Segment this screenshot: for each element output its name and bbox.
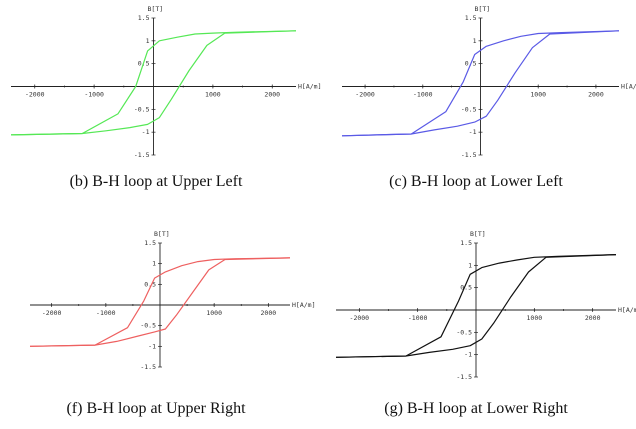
bh-loop-chart-b: B[T]H[A/m]-2000 -1000 1000 20001.510.5-0.5-… — [10, 5, 321, 159]
y-tick-label: -1 — [464, 351, 472, 359]
caption-g: (g) B-H loop at Lower Right — [384, 400, 568, 417]
chart-panel-g: B[T] H[A/m] -2000 -1000 1000 2000 1.5 1 0.5 -0.5 -… — [326, 215, 636, 425]
y-tick-label: 1 — [468, 261, 472, 269]
x-tick-label: 1000 — [206, 309, 222, 317]
x-tick-label: -1000 — [96, 309, 116, 317]
x-tick-label: -1000 — [408, 314, 428, 322]
y-tick-label: -1.5 — [456, 373, 472, 381]
chart-panel-f: B[T] H[A/m] -2000 -1000 1000 2000 1.5 1 0.5 -0.5 -… — [6, 215, 315, 425]
x-tick-label: -2000 — [42, 309, 62, 317]
y-tick-label: 1 — [146, 37, 150, 45]
bh-loop-chart-f: B[T] H[A/m] -2000 -1000 1000 2000 1.5 1 0.5 -0.5 -… — [29, 230, 315, 371]
y-tick-label: -0.5 — [456, 328, 472, 336]
x-tick-label: -2000 — [350, 314, 370, 322]
y-tick-label: 1.5 — [460, 239, 472, 247]
x-tick-label: -1000 — [413, 91, 433, 99]
descending-branch — [341, 30, 620, 137]
ascending-branch — [335, 254, 617, 358]
y-tick-label: -1 — [148, 342, 156, 350]
x-tick-label: 1000 — [527, 314, 543, 322]
x-axis-label: H[A/m] — [618, 306, 636, 314]
y-tick-label: -1 — [469, 128, 477, 136]
x-tick-label: -2000 — [355, 91, 375, 99]
caption-c: (c) B-H loop at Lower Left — [389, 173, 563, 190]
x-tick-label: -1000 — [84, 91, 104, 99]
x-tick-label: 2000 — [261, 309, 277, 317]
x-tick-label: 2000 — [585, 314, 601, 322]
y-tick-label: 0.5 — [460, 284, 472, 292]
y-tick-label: -1.5 — [134, 151, 150, 159]
ascending-branch — [29, 257, 291, 347]
x-axis-label: H[A/m] — [298, 83, 321, 91]
x-tick-label: -2000 — [25, 91, 45, 99]
y-tick-label: 1.5 — [144, 239, 156, 247]
descending-branch — [335, 254, 617, 358]
y-tick-label: 1 — [152, 260, 156, 268]
y-axis-label: B[T] — [470, 230, 486, 238]
x-tick-label: 1000 — [205, 91, 221, 99]
ascending-branch — [10, 30, 297, 136]
x-axis-label: H[A/m] — [621, 83, 636, 91]
y-tick-label: 1 — [473, 37, 477, 45]
ascending-branch — [341, 30, 620, 137]
y-axis-label: B[T] — [475, 5, 491, 13]
x-axis-label: H[A/m] — [292, 301, 315, 309]
bh-loop-chart-g: B[T] H[A/m] -2000 -1000 1000 2000 1.5 1 0.5 -0.5 -… — [335, 230, 636, 381]
y-axis-label: B[T] — [154, 230, 170, 238]
y-tick-label: -1.5 — [140, 363, 156, 371]
y-tick-label: 0.5 — [144, 280, 156, 288]
y-tick-label: 1.5 — [465, 14, 477, 22]
y-tick-label: -1 — [142, 128, 150, 136]
chart-panel-b: B[T] H[A/m] -2000 -1000 1000 2000 1.5 1 0.5 -0.5-… — [6, 2, 321, 197]
y-tick-label: 1.5 — [138, 14, 150, 22]
y-axis-label: B[T] — [148, 5, 164, 13]
descending-branch — [29, 257, 291, 347]
descending-branch — [10, 30, 297, 136]
x-tick-label: 1000 — [530, 91, 546, 99]
bh-loop-chart-c: B[T]H[A/m]-2000-1000100020001.510.5-0.5-… — [341, 5, 636, 159]
y-tick-label: -0.5 — [140, 322, 156, 330]
x-tick-label: 2000 — [264, 91, 280, 99]
chart-panel-c: B[T]H[A/m]-2000-1000100020001.510.5-0.5-… — [326, 2, 636, 197]
y-tick-label: -0.5 — [461, 105, 477, 113]
caption-b: (b) B-H loop at Upper Left — [69, 173, 243, 190]
caption-f: (f) B-H loop at Upper Right — [66, 400, 246, 417]
x-tick-label: 2000 — [588, 91, 604, 99]
y-tick-label: -0.5 — [134, 105, 150, 113]
y-tick-label: -1.5 — [461, 151, 477, 159]
